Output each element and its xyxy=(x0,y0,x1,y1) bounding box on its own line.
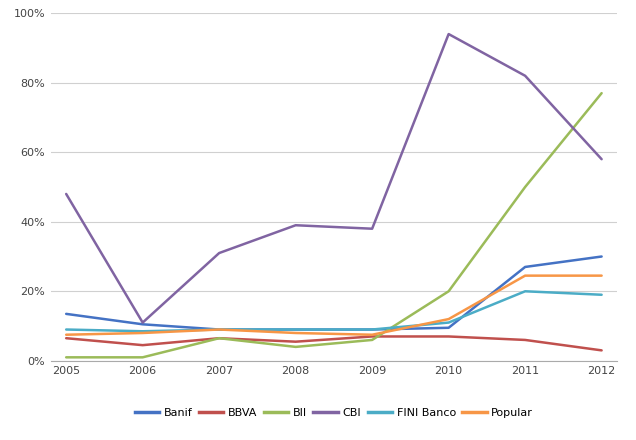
Banif xyxy=(368,327,376,332)
BII xyxy=(368,337,376,343)
BBVA xyxy=(522,337,529,343)
BII xyxy=(598,91,605,96)
FINI Banco xyxy=(62,327,70,332)
Banif xyxy=(292,327,300,332)
BBVA xyxy=(139,342,146,348)
BBVA xyxy=(598,348,605,353)
BBVA xyxy=(445,334,452,339)
BII xyxy=(216,336,223,341)
Line: Banif: Banif xyxy=(66,257,602,330)
Popular xyxy=(445,316,452,322)
BII xyxy=(522,184,529,190)
BII xyxy=(292,344,300,349)
BBVA xyxy=(292,339,300,345)
CBI xyxy=(62,191,70,197)
Banif xyxy=(598,254,605,259)
Popular xyxy=(522,273,529,278)
Banif xyxy=(522,264,529,270)
FINI Banco xyxy=(598,292,605,297)
Legend: Banif, BBVA, BII, CBI, FINI Banco, Popular: Banif, BBVA, BII, CBI, FINI Banco, Popul… xyxy=(135,408,533,418)
Popular xyxy=(292,330,300,336)
BII xyxy=(445,289,452,294)
Popular xyxy=(216,327,223,332)
FINI Banco xyxy=(292,327,300,332)
BBVA xyxy=(368,334,376,339)
BII xyxy=(139,355,146,360)
BBVA xyxy=(216,336,223,341)
CBI xyxy=(598,157,605,162)
Line: BII: BII xyxy=(66,93,602,357)
CBI xyxy=(216,250,223,256)
Popular xyxy=(62,332,70,337)
CBI xyxy=(292,223,300,228)
BBVA xyxy=(62,336,70,341)
Line: FINI Banco: FINI Banco xyxy=(66,291,602,331)
FINI Banco xyxy=(139,329,146,334)
Popular xyxy=(368,332,376,337)
Popular xyxy=(598,273,605,278)
CBI xyxy=(139,320,146,325)
CBI xyxy=(368,226,376,231)
FINI Banco xyxy=(368,327,376,332)
CBI xyxy=(522,73,529,78)
Banif xyxy=(445,325,452,330)
Banif xyxy=(216,327,223,332)
FINI Banco xyxy=(445,320,452,325)
Line: CBI: CBI xyxy=(66,34,602,323)
FINI Banco xyxy=(522,289,529,294)
Line: Popular: Popular xyxy=(66,275,602,335)
BII xyxy=(62,355,70,360)
Popular xyxy=(139,330,146,336)
FINI Banco xyxy=(216,327,223,332)
CBI xyxy=(445,31,452,37)
Banif xyxy=(139,322,146,327)
Line: BBVA: BBVA xyxy=(66,337,602,350)
Banif xyxy=(62,311,70,316)
